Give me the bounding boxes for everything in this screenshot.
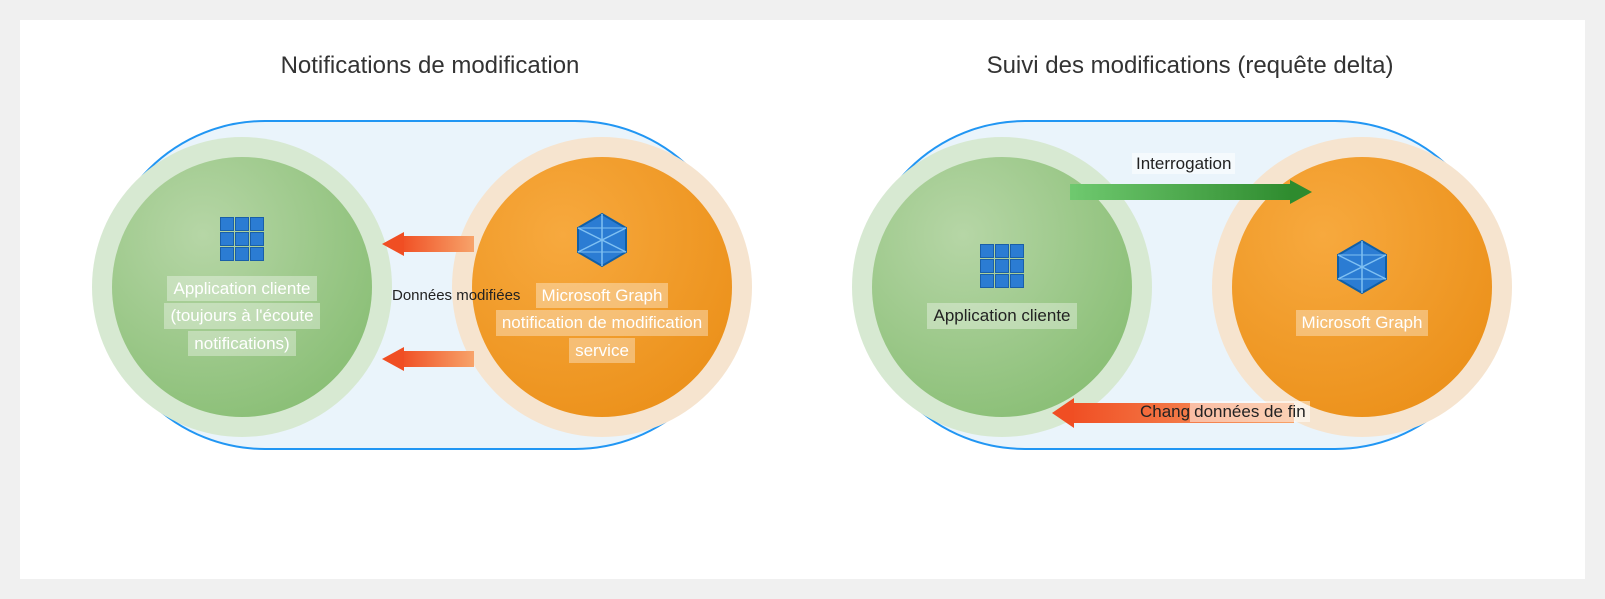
client-app-node-left: Application cliente (toujours à l'écoute… <box>92 137 392 437</box>
label-changed-end-data: Changdonnées de fin <box>1140 402 1310 422</box>
graph-label-l3: service <box>569 338 635 363</box>
arrow-changed-data-bottom <box>382 347 492 371</box>
app-grid-icon <box>220 217 264 261</box>
graph-label-r1: Microsoft Graph <box>1296 310 1429 335</box>
graph-label-l2: notification de modification <box>496 310 708 335</box>
app-grid-icon <box>980 244 1024 288</box>
label-polling: Interrogation <box>1132 154 1235 174</box>
client-label-l2: (toujours à l'écoute <box>164 303 319 328</box>
client-label-l3: notifications) <box>188 331 295 356</box>
diagram-canvas: Notifications de modification Applicatio… <box>20 20 1585 579</box>
panel-change-tracking: Suivi des modifications (requête delta) … <box>820 20 1560 579</box>
arrow-polling <box>1052 180 1312 204</box>
graph-polyhedron-icon <box>572 210 632 270</box>
graph-polyhedron-icon <box>1332 237 1392 297</box>
client-label-r1: Application cliente <box>927 303 1076 328</box>
graph-label-l1: Microsoft Graph <box>536 283 669 308</box>
panel-title-left: Notifications de modification <box>60 52 800 80</box>
capsule-left: Application cliente (toujours à l'écoute… <box>100 120 740 450</box>
capsule-right: Application cliente Microsoft Graph <box>860 120 1500 450</box>
panel-change-notifications: Notifications de modification Applicatio… <box>60 20 800 579</box>
arrow-changed-data-top <box>382 232 492 256</box>
label-changed-data: Données modifiées <box>392 287 520 304</box>
client-label-l1: Application cliente <box>167 276 316 301</box>
panel-title-right: Suivi des modifications (requête delta) <box>820 52 1560 80</box>
